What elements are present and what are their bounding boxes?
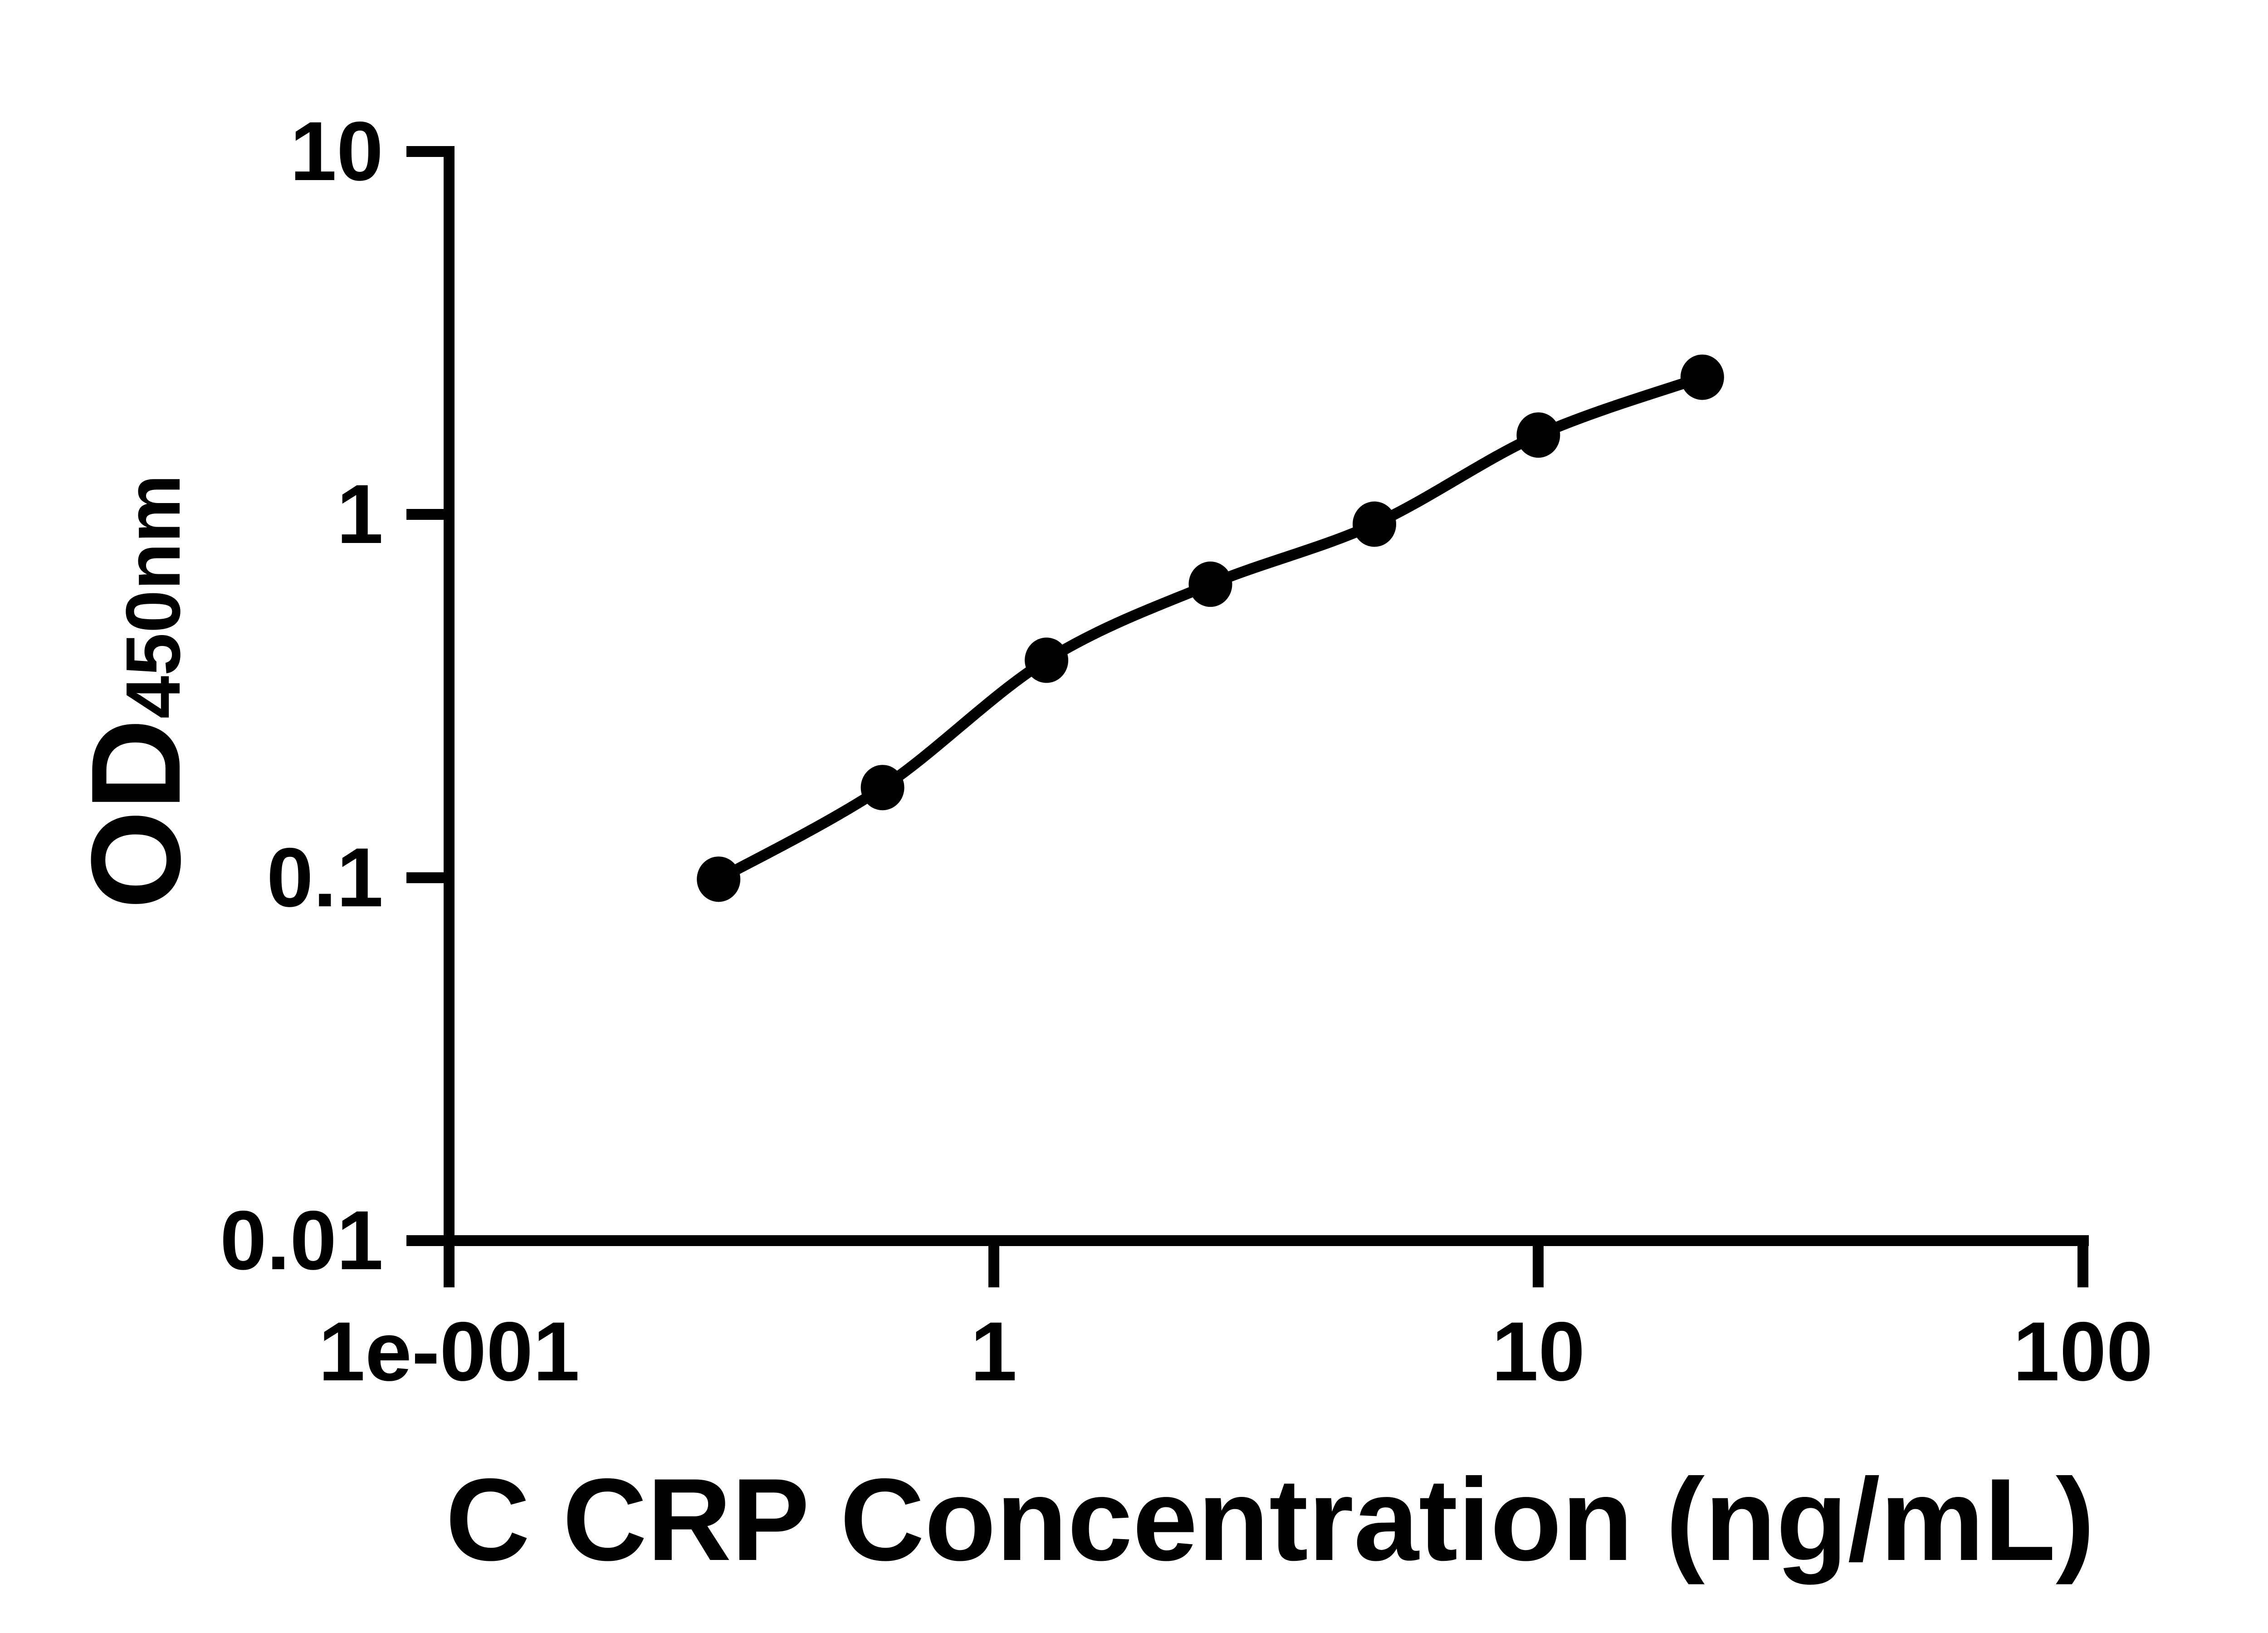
- x-tick-label-1e-001: 1e-001: [318, 1305, 580, 1398]
- data-point: [1516, 412, 1560, 458]
- y-tick-label-1: 1: [337, 468, 383, 562]
- y-tick-label-10: 10: [290, 105, 383, 199]
- y-tick-label-0.01: 0.01: [220, 1194, 383, 1287]
- y-tick-10: [406, 146, 444, 157]
- x-tick-label-100: 100: [2013, 1305, 2153, 1398]
- x-tick-label-1: 1: [970, 1305, 1017, 1398]
- data-point: [1025, 637, 1069, 683]
- data-point: [860, 765, 904, 811]
- x-tick-1: [988, 1246, 999, 1287]
- y-axis-title: OD450nm: [59, 465, 213, 919]
- data-point: [1188, 561, 1232, 607]
- data-point: [697, 856, 741, 902]
- y-tick-1: [406, 509, 444, 520]
- y-axis-line: [444, 146, 455, 1246]
- x-tick-10: [1533, 1246, 1544, 1287]
- y-tick-0.01: [406, 1235, 444, 1246]
- x-tick-label-10: 10: [1491, 1305, 1585, 1398]
- y-tick-label-0.1: 0.1: [266, 831, 383, 924]
- y-tick-0.1: [406, 872, 444, 883]
- x-tick-1e-001: [444, 1246, 455, 1287]
- y-axis-title-subscript: 450nm: [110, 474, 196, 719]
- data-point: [1353, 501, 1396, 547]
- x-axis-title: C CRP Concentration (ng/mL): [445, 1454, 2095, 1585]
- standard-curve-line: [713, 372, 1708, 885]
- x-tick-100: [2077, 1246, 2089, 1287]
- data-point: [1680, 354, 1724, 400]
- y-axis-title-main: OD: [65, 719, 207, 909]
- x-axis-line: [410, 1235, 2089, 1246]
